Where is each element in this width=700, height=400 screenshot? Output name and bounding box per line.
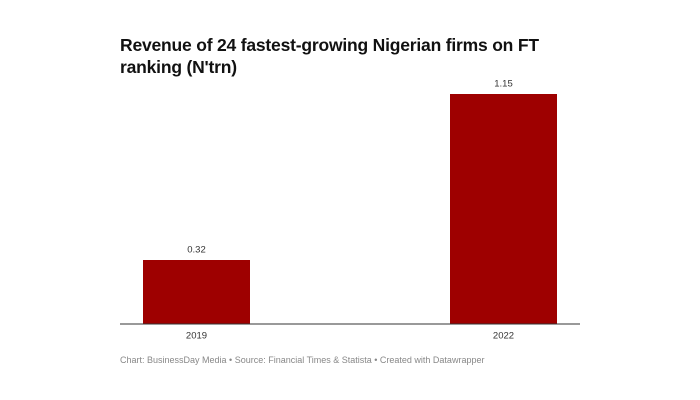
chart-source: Chart: BusinessDay Media • Source: Finan… [120, 355, 485, 365]
value-label: 1.15 [494, 79, 513, 90]
bar [143, 260, 250, 324]
value-label: 0.32 [187, 245, 206, 256]
x-tick-label: 2022 [493, 331, 514, 342]
chart-title: Revenue of 24 fastest-growing Nigerian f… [120, 35, 539, 77]
x-tick-label: 2019 [186, 331, 207, 342]
bar [450, 94, 557, 324]
